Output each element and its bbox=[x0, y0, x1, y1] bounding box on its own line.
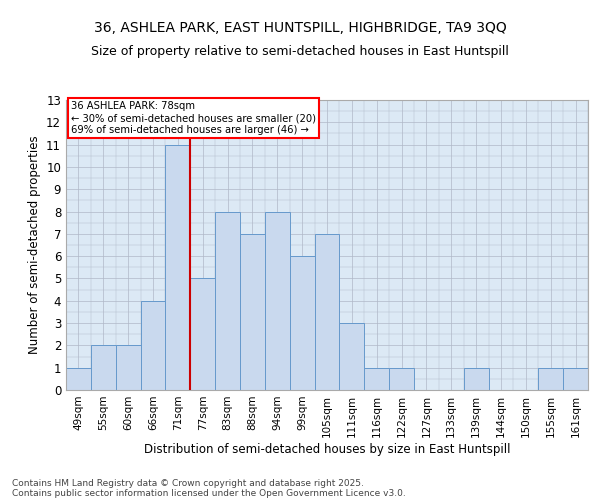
Text: Size of property relative to semi-detached houses in East Huntspill: Size of property relative to semi-detach… bbox=[91, 44, 509, 58]
Text: 36, ASHLEA PARK, EAST HUNTSPILL, HIGHBRIDGE, TA9 3QQ: 36, ASHLEA PARK, EAST HUNTSPILL, HIGHBRI… bbox=[94, 21, 506, 35]
Text: Contains public sector information licensed under the Open Government Licence v3: Contains public sector information licen… bbox=[12, 488, 406, 498]
Bar bbox=[240, 234, 265, 390]
Bar bbox=[140, 301, 166, 390]
Text: Contains HM Land Registry data © Crown copyright and database right 2025.: Contains HM Land Registry data © Crown c… bbox=[12, 478, 364, 488]
Bar bbox=[215, 212, 240, 390]
Bar bbox=[91, 346, 116, 390]
Bar bbox=[166, 144, 190, 390]
Bar bbox=[464, 368, 488, 390]
X-axis label: Distribution of semi-detached houses by size in East Huntspill: Distribution of semi-detached houses by … bbox=[144, 442, 510, 456]
Bar bbox=[290, 256, 314, 390]
Bar bbox=[340, 323, 364, 390]
Bar bbox=[265, 212, 290, 390]
Bar bbox=[389, 368, 414, 390]
Text: 36 ASHLEA PARK: 78sqm
← 30% of semi-detached houses are smaller (20)
69% of semi: 36 ASHLEA PARK: 78sqm ← 30% of semi-deta… bbox=[71, 102, 316, 134]
Bar bbox=[66, 368, 91, 390]
Bar bbox=[538, 368, 563, 390]
Bar bbox=[116, 346, 140, 390]
Bar bbox=[314, 234, 340, 390]
Bar bbox=[563, 368, 588, 390]
Bar bbox=[190, 278, 215, 390]
Bar bbox=[364, 368, 389, 390]
Y-axis label: Number of semi-detached properties: Number of semi-detached properties bbox=[28, 136, 41, 354]
